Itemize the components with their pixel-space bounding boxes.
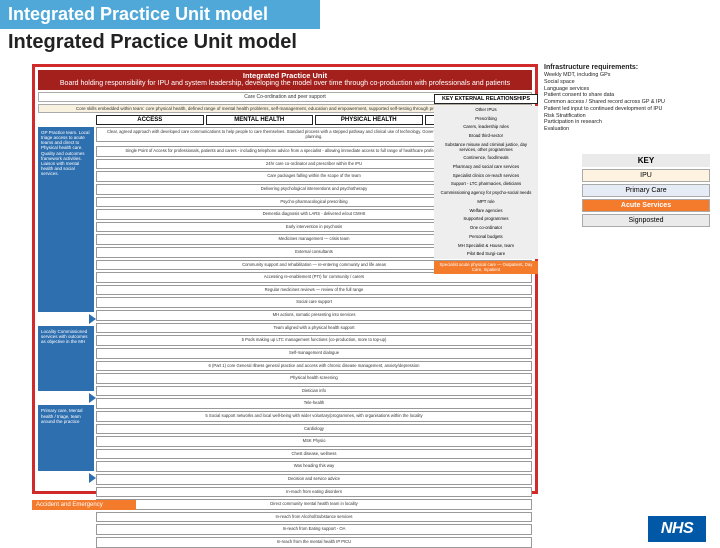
ker-item: Pilot Bed Surgi-care xyxy=(434,250,538,259)
arrow-icon xyxy=(89,393,96,403)
ipu-header: Integrated Practice Unit Board holding r… xyxy=(38,70,532,90)
infra-item: Evaluation xyxy=(544,126,712,133)
physical-health-column: Team aligned with a physical health supp… xyxy=(96,323,532,485)
col-hdr-mental-health: MENTAL HEALTH xyxy=(206,115,314,125)
mh-item: Social care support xyxy=(96,297,532,308)
infra-list: Weekly MDT, including GPsSocial spaceLan… xyxy=(544,72,712,133)
ker-item: Support - LTC pharmacies, dieticians xyxy=(434,180,538,189)
diagram-canvas: Integrated Practice Unit Board holding r… xyxy=(0,58,720,548)
key-legend: KEY IPU Primary Care Acute Services Signpos… xyxy=(582,154,710,227)
accident-emergency-bar: Accident and Emergency xyxy=(32,500,136,510)
infra-sidebar: Infrastructure requirements: Weekly MDT,… xyxy=(544,64,712,133)
infra-item: Common access / Shared record across GP … xyxy=(544,99,712,106)
dir-item: In-reach from eating disorders xyxy=(96,487,532,498)
ker-item: Specialist clinics on-reach services xyxy=(434,172,538,181)
ph-item: 5 Pods making up LTC management function… xyxy=(96,335,532,346)
key-row: Primary Care xyxy=(582,184,710,197)
key-row: Acute Services xyxy=(582,199,710,212)
ker-item: Personal budgets xyxy=(434,233,538,242)
infra-item: Participation in research xyxy=(544,119,712,126)
dir-item: Direct community mental health team in l… xyxy=(96,499,532,510)
key-row: Signposted xyxy=(582,214,710,227)
left-blue-column: GP Practice team. Local triage access to… xyxy=(38,127,94,483)
ker-item: Other IPUs xyxy=(434,106,538,115)
infra-item: Language services xyxy=(544,86,712,93)
ph-item: MSK Physio xyxy=(96,436,532,447)
ker-acute-specialist: Specialist acute physical care — Outpati… xyxy=(434,261,538,274)
ph-item: Team aligned with a physical health supp… xyxy=(96,323,532,334)
ph-item: Chest disease, wellness xyxy=(96,449,532,460)
ker-item: Prescribing xyxy=(434,115,538,124)
ph-item: Cardiology xyxy=(96,424,532,435)
ph-item: 5 Social support networks and local well… xyxy=(96,411,532,422)
mh-item: Regular medicines reviews — review of th… xyxy=(96,285,532,296)
ph-item: Dietician info xyxy=(96,386,532,397)
ker-item: Carers, leadership roles xyxy=(434,123,538,132)
nhs-logo: NHS xyxy=(648,516,706,542)
ph-item: Physical health screening xyxy=(96,373,532,384)
ker-item: Broad third-sector xyxy=(434,132,538,141)
ipu-header-title: Integrated Practice Unit xyxy=(42,72,528,80)
key-header: KEY xyxy=(582,154,710,167)
ker-item: MH Specialist & House, team xyxy=(434,242,538,251)
dedicated-inreach-column: In-reach from eating disordersDirect com… xyxy=(96,487,532,548)
ker-item: Continence, food/meals xyxy=(434,154,538,163)
ipu-header-subtitle: Board holding responsibility for IPU and… xyxy=(42,80,528,88)
arrow-icon xyxy=(89,314,96,324)
infra-item: Risk Stratification xyxy=(544,113,712,120)
ker-item: MPT role xyxy=(434,198,538,207)
arrow-icon xyxy=(89,473,96,483)
col-hdr-physical-health: PHYSICAL HEALTH xyxy=(315,115,423,125)
ph-item: Was heading this way xyxy=(96,461,532,472)
infra-title: Infrastructure requirements: xyxy=(544,64,712,71)
nhs-logo-text: NHS xyxy=(661,520,693,538)
infra-item: Patient consent to share data xyxy=(544,92,712,99)
ker-item: One co-ordinator xyxy=(434,224,538,233)
mh-item: MH actions, somatic presenting into serv… xyxy=(96,310,532,321)
title-bar: Integrated Practice Unit model xyxy=(0,0,320,29)
primary-care-triage-box: Primary care, Mental health / triage, te… xyxy=(38,405,94,471)
ph-item: Tele-health xyxy=(96,398,532,409)
dir-item: In-reach from the mental health IP PICU xyxy=(96,537,532,548)
col-hdr-access: ACCESS xyxy=(96,115,204,125)
infra-item: Weekly MDT, including GPs xyxy=(544,72,712,79)
ker-item: Welfare agencies xyxy=(434,207,538,216)
ph-item: 6 (Part 1) core General Illness general … xyxy=(96,361,532,372)
ker-item: Substance misuse and criminal justice, d… xyxy=(434,141,538,154)
dir-item: In-reach from Alcohol/Substance services xyxy=(96,512,532,523)
infra-item: Patient led input to continued developme… xyxy=(544,106,712,113)
spacer xyxy=(38,115,94,125)
infra-item: Social space xyxy=(544,79,712,86)
key-row: IPU xyxy=(582,169,710,182)
key-external-relationships: KEY EXTERNAL RELATIONSHIPS Other IPUsPre… xyxy=(434,94,538,274)
ker-item: Pharmacy and social care services xyxy=(434,163,538,172)
ker-header: KEY EXTERNAL RELATIONSHIPS xyxy=(434,94,538,104)
ker-item: Supported programmes xyxy=(434,215,538,224)
page-title: Integrated Practice Unit model xyxy=(0,29,720,58)
ker-item: Commissioning agency for psycho-social n… xyxy=(434,189,538,198)
ph-item: Self-management dialogue xyxy=(96,348,532,359)
dir-item: In-reach from Eating support - OA xyxy=(96,524,532,535)
locality-commission-box: Locality Commissioned services with outc… xyxy=(38,326,94,392)
gp-practice-box: GP Practice team. Local triage access to… xyxy=(38,127,94,312)
ph-item: Decision and service advice xyxy=(96,474,532,485)
